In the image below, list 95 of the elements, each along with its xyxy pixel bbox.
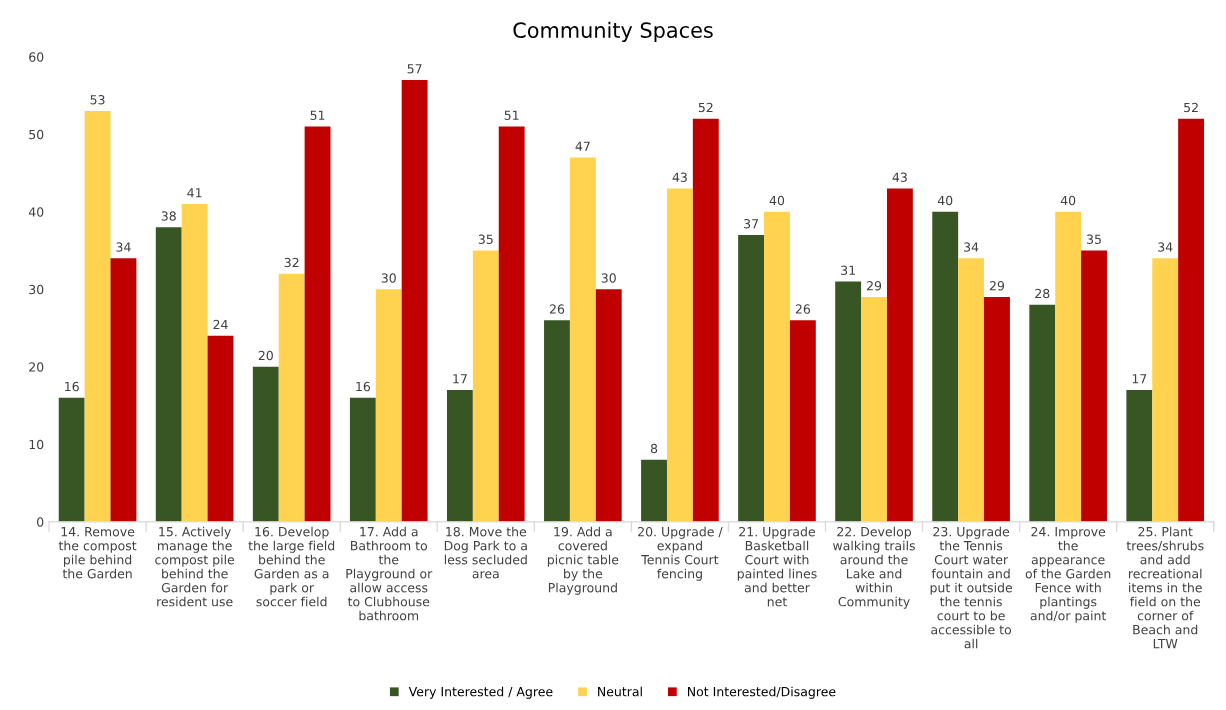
data-label: 34 — [116, 242, 131, 252]
data-label: 53 — [90, 95, 105, 105]
bar — [1178, 118, 1205, 522]
bar — [861, 297, 887, 522]
bar — [835, 281, 862, 522]
bar — [58, 397, 85, 522]
bar — [110, 258, 137, 522]
legend-label: Very Interested / Agree — [408, 686, 553, 699]
bar — [932, 211, 959, 522]
bar — [1081, 250, 1107, 522]
bar — [252, 366, 279, 522]
data-label: 30 — [601, 273, 616, 283]
bar — [207, 335, 234, 522]
bar — [544, 320, 570, 522]
x-tick-label: 16. Develop the large field behind the Garden as a park or soccer field — [248, 526, 335, 607]
data-label: 47 — [575, 141, 590, 151]
legend-label: Neutral — [598, 686, 642, 697]
bar — [349, 397, 376, 522]
bar — [595, 289, 622, 522]
bar — [738, 235, 765, 522]
bar — [401, 80, 428, 522]
x-tick-label: 15. Actively manage the compost pile behind the Garden for resident use — [155, 526, 235, 607]
bar — [446, 390, 473, 522]
data-label: 17 — [1132, 374, 1147, 384]
data-label: 26 — [795, 304, 811, 314]
data-label: 24 — [213, 319, 228, 330]
y-tick-label: 10 — [29, 439, 44, 450]
data-label: 40 — [769, 195, 785, 206]
bar — [304, 126, 331, 522]
data-label: 17 — [453, 374, 467, 384]
data-label: 16 — [356, 381, 371, 392]
bar — [569, 157, 596, 522]
data-label: 40 — [1060, 195, 1076, 206]
y-tick-label: 60 — [29, 52, 44, 62]
bar — [498, 126, 525, 522]
bar — [641, 459, 667, 522]
data-label: 41 — [187, 188, 202, 198]
x-tick-label: 18. Move the Dog Park to a less secluded area — [444, 526, 527, 579]
x-tick-label: 14. Remove the compost pile behind the Garden — [58, 527, 137, 579]
bar — [1055, 211, 1082, 522]
bar — [958, 258, 985, 522]
bar — [789, 320, 816, 522]
y-tick-label: 30 — [29, 284, 44, 295]
data-label: 26 — [549, 304, 565, 314]
data-label: 51 — [310, 110, 325, 120]
bar — [666, 188, 693, 522]
data-label: 8 — [650, 443, 658, 454]
data-label: 37 — [744, 219, 758, 229]
legend-label: Not Interested/Disagree — [687, 686, 836, 699]
x-tick-label: 21. Upgrade Basketball Court with painted lines and better net — [737, 526, 817, 607]
data-label: 29 — [989, 281, 1005, 291]
bar — [692, 118, 719, 522]
bar — [472, 250, 499, 522]
x-tick-label: 22. Develop walking trails around the Lake and within Community — [833, 526, 915, 609]
bar — [764, 211, 790, 522]
bar — [1126, 390, 1153, 522]
data-label: 35 — [478, 234, 493, 244]
data-label: 34 — [1158, 242, 1173, 252]
category-label: 23. Upgrade the Tennis Court water fountain and put it outside the tennis court to be accessible to all — [930, 526, 1013, 649]
data-label: 16 — [65, 381, 79, 392]
x-tick-label: 24. Improve the appearance of the Garden Fence with plantings and/or paint — [1025, 526, 1111, 623]
data-label: 40 — [937, 195, 953, 206]
data-label: 38 — [161, 211, 176, 221]
chart-title: Community Spaces — [513, 21, 713, 43]
x-tick-label: 20. Upgrade / expand Tennis Court fencing — [638, 526, 723, 581]
y-tick-label: 0 — [37, 517, 44, 527]
bar — [278, 273, 305, 522]
category-label: 25. Plant trees/shrubs and add recreational items in the field on the corner of Beach and LTW — [1126, 526, 1204, 649]
bar — [375, 289, 402, 522]
data-label: 43 — [892, 172, 907, 182]
bar — [155, 227, 182, 522]
y-tick-label: 50 — [29, 129, 44, 140]
data-label: 20 — [258, 350, 273, 361]
bar — [984, 297, 1010, 522]
data-label: 29 — [867, 281, 882, 291]
bar — [181, 204, 208, 522]
x-tick-label: 17. Add a Bathroom to the Playground or allow access to Clubhouse bathroom — [346, 526, 433, 621]
data-label: 31 — [841, 265, 855, 275]
data-label: 52 — [1184, 102, 1198, 113]
bar — [84, 111, 111, 522]
data-label: 43 — [672, 172, 687, 182]
bar — [886, 188, 913, 522]
data-label: 57 — [407, 64, 422, 74]
bar — [1152, 258, 1179, 522]
x-tick-label: 19. Add a covered picnic table by the Playground — [547, 526, 619, 595]
data-label: 30 — [381, 273, 396, 283]
data-label: 35 — [1087, 234, 1101, 244]
data-label: 32 — [284, 257, 299, 268]
data-label: 28 — [1035, 288, 1050, 299]
y-tick-label: 40 — [28, 207, 44, 217]
data-label: 52 — [698, 102, 713, 113]
y-tick-label: 20 — [29, 362, 44, 372]
data-label: 34 — [964, 242, 979, 252]
data-label: 51 — [504, 110, 519, 120]
bar — [1029, 304, 1056, 522]
